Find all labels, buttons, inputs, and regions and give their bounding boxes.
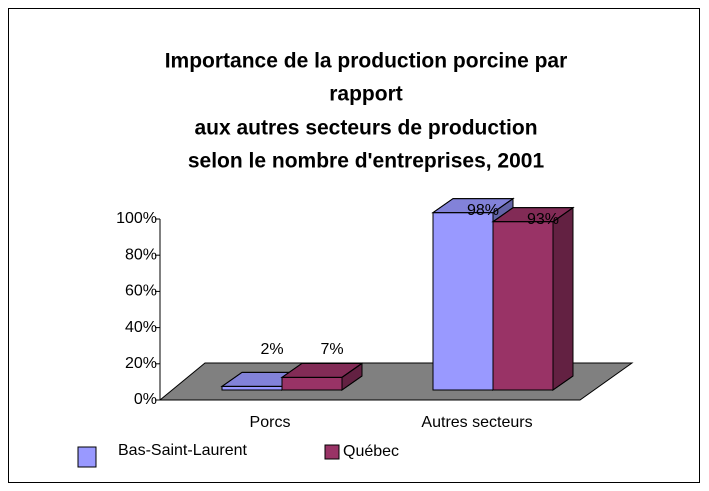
bar-front: [281, 376, 343, 391]
chart-title: rapport: [329, 83, 403, 106]
x-tick-label: Autres secteurs: [421, 414, 532, 431]
data-label: 98%: [467, 202, 499, 219]
chart-title: Importance de la production porcine par: [165, 50, 568, 73]
bar: [280, 362, 364, 391]
bar-front: [492, 221, 554, 391]
data-label: 7%: [320, 341, 343, 358]
y-tick-label: 100%: [116, 210, 157, 227]
bar: [491, 206, 575, 391]
chart-frame: [8, 8, 700, 483]
legend-label: Québec: [343, 443, 399, 460]
chart-title: selon le nombre d'entreprises, 2001: [188, 150, 545, 173]
y-tick-label: 20%: [125, 355, 157, 372]
bar-front: [221, 385, 283, 391]
y-tick-label: 80%: [125, 246, 157, 263]
data-label: 2%: [260, 341, 283, 358]
legend-swatch: [324, 444, 340, 460]
x-tick-label: Porcs: [250, 414, 291, 431]
legend-swatch: [77, 446, 97, 468]
bar-side-shade: [552, 206, 574, 391]
y-tick-label: 0%: [134, 391, 157, 408]
bar-top-shade: [280, 362, 364, 378]
data-label: 93%: [527, 211, 559, 228]
bar-top-shade: [491, 207, 575, 223]
y-tick-label: 60%: [125, 283, 157, 300]
y-tick-label: 40%: [125, 319, 157, 336]
legend-label: Bas-Saint-Laurent: [118, 442, 248, 459]
bar-top-shade: [431, 198, 515, 214]
chart-title: aux autres secteurs de production: [194, 117, 537, 140]
bar-front: [432, 212, 494, 391]
